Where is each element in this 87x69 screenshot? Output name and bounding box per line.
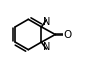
Text: N: N: [43, 42, 50, 52]
Text: O: O: [63, 30, 71, 39]
Text: N: N: [43, 17, 50, 27]
